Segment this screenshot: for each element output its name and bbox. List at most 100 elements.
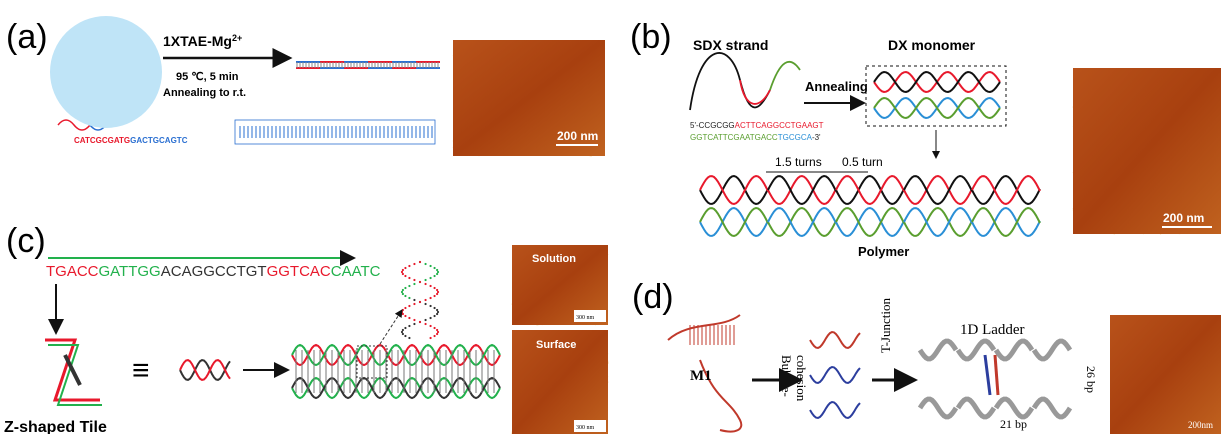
helix-dot [429, 297, 431, 299]
strand [700, 176, 768, 204]
strand [904, 176, 972, 204]
helix-dot [413, 263, 415, 265]
strand [996, 341, 1032, 359]
strand [836, 208, 904, 236]
helix-dot [408, 297, 410, 299]
sequence-part: ACTTCAGGCCTGAAGT [735, 121, 824, 130]
helix-dot [404, 267, 406, 269]
helix-dot [404, 315, 406, 317]
helix-dot [436, 309, 438, 311]
strand [740, 80, 770, 104]
helix-dot [424, 303, 426, 305]
helix-dot [433, 315, 435, 317]
sequence-part: 5'-CCGCGG [690, 121, 735, 130]
strand [700, 208, 768, 236]
helix-dot [413, 299, 415, 301]
helix-dot [436, 289, 438, 291]
duplex-detail [235, 120, 435, 144]
solution-circle [50, 16, 162, 128]
helix-dot [436, 293, 438, 295]
figure: (a) 1XTAE-Mg2+ 95 ℃, 5 min Annealing to … [0, 0, 1221, 434]
helix-dot [433, 267, 435, 269]
sequence: TGACCGATTGGACAGGCCTGTGGTCACCAATC [46, 263, 381, 280]
helix-dot [408, 305, 410, 307]
dimension-label: 26 bp [1084, 366, 1098, 393]
helix-dot [429, 317, 431, 319]
strand [972, 176, 1040, 204]
helix-dot [408, 337, 410, 339]
panel-label: (b) [630, 18, 672, 56]
helix-dot [429, 305, 431, 307]
turns-label: 0.5 turn [842, 155, 883, 169]
sequence-part: GGTCAC [267, 263, 331, 280]
strand [292, 345, 500, 365]
monomer-title: DX monomer [888, 37, 976, 53]
sequence-part: CAATC [331, 263, 381, 280]
helix-dot [408, 277, 410, 279]
helix-dot [424, 299, 426, 301]
helix-dot [436, 333, 438, 335]
sequence-part: -3' [812, 133, 821, 142]
scale-bar-label: 200 nm [557, 129, 598, 143]
strand [958, 341, 994, 359]
helix-dot [404, 327, 406, 329]
helix-dot [437, 311, 439, 313]
helix-dot [433, 295, 435, 297]
scale-bar-label: 300 nm [576, 315, 595, 321]
strand [1034, 341, 1070, 359]
helix-dot [429, 277, 431, 279]
helix-dot [424, 279, 426, 281]
strand [810, 367, 860, 383]
helix-dot [437, 271, 439, 273]
helix-dot [424, 263, 426, 265]
helix-dot [433, 307, 435, 309]
helix-dot [413, 323, 415, 325]
strand [958, 399, 994, 417]
drawings [45, 40, 1221, 434]
helix-dot [424, 283, 426, 285]
helix-dot [433, 287, 435, 289]
helix-dot [419, 301, 421, 303]
strand [996, 399, 1032, 417]
tile-name: Z-shaped Tile [4, 419, 107, 434]
sequence: CATCGCGATGGACTGCAGTC [74, 136, 188, 145]
strand [690, 53, 770, 110]
strand [1034, 399, 1070, 417]
product-label: 1D Ladder [960, 322, 1025, 338]
scale-bar-label: 200 nm [1163, 211, 1204, 225]
helix-dot [402, 289, 404, 291]
helix-dot [408, 325, 410, 327]
helix-dot [402, 273, 404, 275]
turns-label: 1.5 turns [775, 155, 822, 169]
helix-dot [404, 295, 406, 297]
sequence-part: GGTCATTCGAATGACC [690, 133, 778, 142]
panel-label: (d) [632, 278, 674, 316]
strand [972, 208, 1040, 236]
dimension-label: 21 bp [1000, 417, 1027, 431]
strand [874, 98, 1000, 118]
buffer: 1XTAE-Mg2+ [163, 33, 242, 49]
helix-dot [433, 327, 435, 329]
strand [768, 208, 836, 236]
strand [768, 176, 836, 204]
helix-dot [413, 279, 415, 281]
helix-dot [402, 309, 404, 311]
strand [904, 208, 972, 236]
helix-dot [436, 269, 438, 271]
image-label: Surface [536, 339, 576, 351]
helix-dot [404, 307, 406, 309]
helix-dot [404, 287, 406, 289]
scale-bar-label: 300 nm [576, 425, 595, 431]
helix-dot [402, 329, 404, 331]
helix-dot [437, 291, 439, 293]
panel-label: (c) [6, 222, 46, 260]
strand [770, 62, 800, 90]
helix-dot [419, 321, 421, 323]
helix-dot [408, 285, 410, 287]
helix-dot [436, 273, 438, 275]
helix-dot [401, 291, 403, 293]
helix-dot [424, 323, 426, 325]
helix-dot [401, 311, 403, 313]
helix-dot [408, 265, 410, 267]
annealing: Annealing to r.t. [163, 87, 246, 99]
